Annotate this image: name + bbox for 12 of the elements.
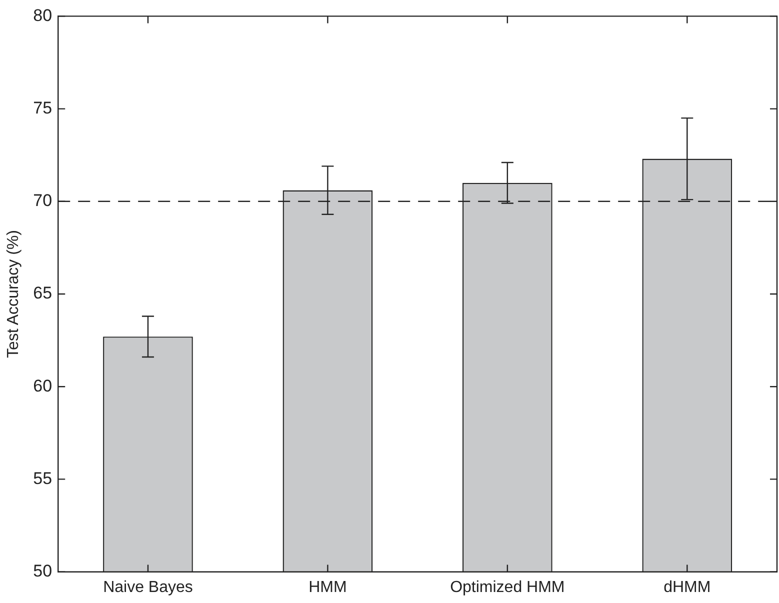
y-tick-label: 55 [33,468,52,488]
x-tick-label: Optimized HMM [450,578,565,596]
y-tick-label: 50 [33,561,52,580]
y-tick-label: 60 [33,376,52,396]
x-tick-label: Naive Bayes [103,578,193,596]
y-tick-label: 70 [33,191,52,210]
y-axis-title: Test Accuracy (%) [5,230,22,358]
y-tick-label: 80 [33,6,52,25]
x-tick-label: dHMM [664,578,711,596]
y-tick-label: 75 [33,98,52,118]
x-tick-label: HMM [308,578,347,596]
y-tick-label: 65 [33,284,52,303]
